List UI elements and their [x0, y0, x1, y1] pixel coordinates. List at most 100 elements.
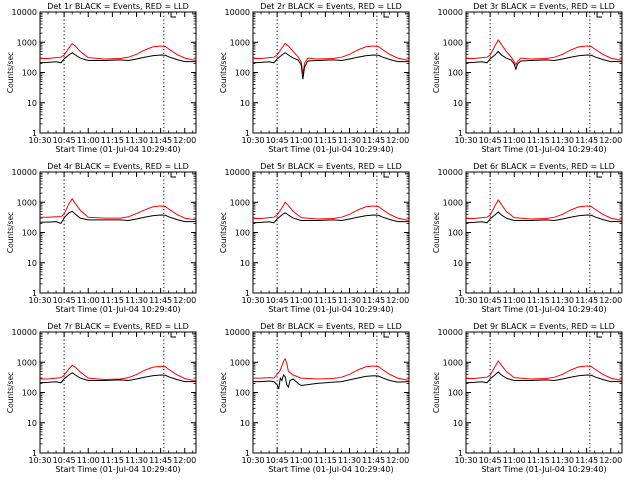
- y-tick-label: 10: [27, 99, 37, 108]
- x-tick-label: 12:00: [599, 296, 622, 305]
- plot-frame: [252, 11, 410, 134]
- corner-mark: [596, 172, 603, 178]
- x-axis-label: Start Time (01-Jul-04 10:29:40): [481, 305, 606, 314]
- x-tick-label: 10:45: [53, 136, 76, 145]
- y-axis-label: Counts/sec: [219, 372, 228, 413]
- plot-panel: Det 6r BLACK = Events, RED = LLD 1 10 100 10…: [432, 162, 623, 314]
- x-axis-label: Start Time (01-Jul-04 10:29:40): [268, 145, 393, 154]
- series-line-events: [465, 211, 622, 224]
- x-tick-label: 12:00: [386, 296, 409, 305]
- series-line-lld: [253, 357, 410, 381]
- panel-title: Det 6r BLACK = Events, RED = LLD: [473, 162, 615, 171]
- x-tick-label: 11:15: [101, 136, 124, 145]
- y-axis-label: Counts/sec: [432, 372, 441, 413]
- x-tick-label: 11:00: [290, 456, 313, 465]
- x-tick-label: 11:30: [338, 456, 361, 465]
- x-tick-label: 11:15: [527, 296, 550, 305]
- y-tick-label: 10: [453, 259, 463, 268]
- plot-frame: [39, 171, 197, 294]
- panel-title: Det 1r BLACK = Events, RED = LLD: [47, 2, 189, 11]
- series-line-events: [465, 50, 622, 71]
- x-tick-label: 11:30: [338, 296, 361, 305]
- x-tick-label: 11:30: [125, 136, 148, 145]
- x-tick-label: 11:30: [551, 456, 574, 465]
- x-tick-label: 11:00: [503, 456, 526, 465]
- x-tick-label: 11:15: [527, 136, 550, 145]
- corner-mark: [170, 12, 177, 18]
- x-tick-label: 10:30: [28, 456, 51, 465]
- x-tick-label: 10:45: [266, 296, 289, 305]
- corner-mark: [596, 12, 603, 18]
- plot-frame: [465, 11, 623, 134]
- x-tick-label: 11:45: [362, 456, 385, 465]
- y-tick-label: 100: [22, 389, 37, 398]
- x-tick-label: 10:30: [454, 136, 477, 145]
- y-tick-label: 1000: [17, 198, 37, 207]
- panel-title: Det 9r BLACK = Events, RED = LLD: [473, 322, 615, 331]
- y-tick-label: 100: [235, 229, 250, 238]
- x-tick-label: 10:30: [241, 456, 264, 465]
- y-tick-label: 1000: [230, 38, 250, 47]
- y-tick-label: 10: [453, 99, 463, 108]
- y-tick-label: 1000: [443, 38, 463, 47]
- x-tick-label: 11:00: [503, 296, 526, 305]
- x-axis-label: Start Time (01-Jul-04 10:29:40): [55, 465, 180, 474]
- y-tick-label: 100: [22, 229, 37, 238]
- x-tick-label: 11:30: [551, 296, 574, 305]
- x-tick-label: 11:15: [314, 456, 337, 465]
- x-tick-label: 11:45: [149, 296, 172, 305]
- x-tick-label: 11:15: [527, 456, 550, 465]
- x-tick-label: 11:30: [338, 136, 361, 145]
- x-tick-label: 11:45: [362, 296, 385, 305]
- y-tick-label: 10000: [438, 328, 463, 337]
- x-tick-label: 10:30: [241, 136, 264, 145]
- y-tick-label: 1: [458, 289, 463, 298]
- x-tick-label: 10:45: [53, 296, 76, 305]
- y-tick-label: 1: [245, 449, 250, 458]
- x-axis-label: Start Time (01-Jul-04 10:29:40): [268, 465, 393, 474]
- plot-panel: Det 9r BLACK = Events, RED = LLD 1 10 100 10…: [432, 322, 623, 474]
- x-axis-label: Start Time (01-Jul-04 10:29:40): [55, 145, 180, 154]
- y-tick-label: 10: [240, 99, 250, 108]
- x-tick-label: 10:45: [266, 456, 289, 465]
- y-tick-label: 100: [448, 229, 463, 238]
- y-tick-label: 1000: [230, 358, 250, 367]
- y-tick-label: 1000: [230, 198, 250, 207]
- plot-panel: Det 4r BLACK = Events, RED = LLD 1 10 100 10…: [6, 162, 197, 314]
- y-axis-label: Counts/sec: [6, 52, 15, 93]
- x-tick-label: 10:30: [454, 296, 477, 305]
- panel-title: Det 4r BLACK = Events, RED = LLD: [47, 162, 189, 171]
- y-axis-label: Counts/sec: [6, 372, 15, 413]
- x-tick-label: 10:45: [479, 136, 502, 145]
- series-line-lld: [466, 198, 623, 221]
- x-tick-label: 11:45: [149, 136, 172, 145]
- x-tick-label: 10:45: [53, 456, 76, 465]
- series-line-events: [40, 210, 196, 225]
- series-line-events: [253, 374, 410, 390]
- x-tick-label: 11:15: [314, 136, 337, 145]
- series-line-events: [465, 371, 622, 384]
- y-tick-label: 1: [458, 129, 463, 138]
- panel-title: Det 8r BLACK = Events, RED = LLD: [260, 322, 402, 331]
- plot-panel: Det 2r BLACK = Events, RED = LLD 1 10 100 10…: [219, 2, 410, 154]
- y-tick-label: 1000: [443, 198, 463, 207]
- x-tick-label: 12:00: [386, 456, 409, 465]
- x-tick-label: 11:15: [101, 296, 124, 305]
- corner-mark: [170, 172, 177, 178]
- panel-title: Det 2r BLACK = Events, RED = LLD: [260, 2, 402, 11]
- x-tick-label: 12:00: [599, 456, 622, 465]
- y-tick-label: 10000: [225, 328, 250, 337]
- y-tick-label: 10000: [12, 328, 37, 337]
- y-tick-label: 100: [448, 389, 463, 398]
- x-tick-label: 11:00: [77, 296, 100, 305]
- x-tick-label: 11:15: [314, 296, 337, 305]
- series-line-lld: [253, 201, 410, 221]
- plot-panel: Det 3r BLACK = Events, RED = LLD 1 10 100 10…: [432, 2, 623, 154]
- y-tick-label: 10: [453, 419, 463, 428]
- x-tick-label: 12:00: [173, 136, 196, 145]
- x-tick-label: 12:00: [173, 456, 196, 465]
- x-tick-label: 11:00: [290, 136, 313, 145]
- plot-frame: [39, 331, 197, 454]
- series-line-lld: [40, 364, 197, 382]
